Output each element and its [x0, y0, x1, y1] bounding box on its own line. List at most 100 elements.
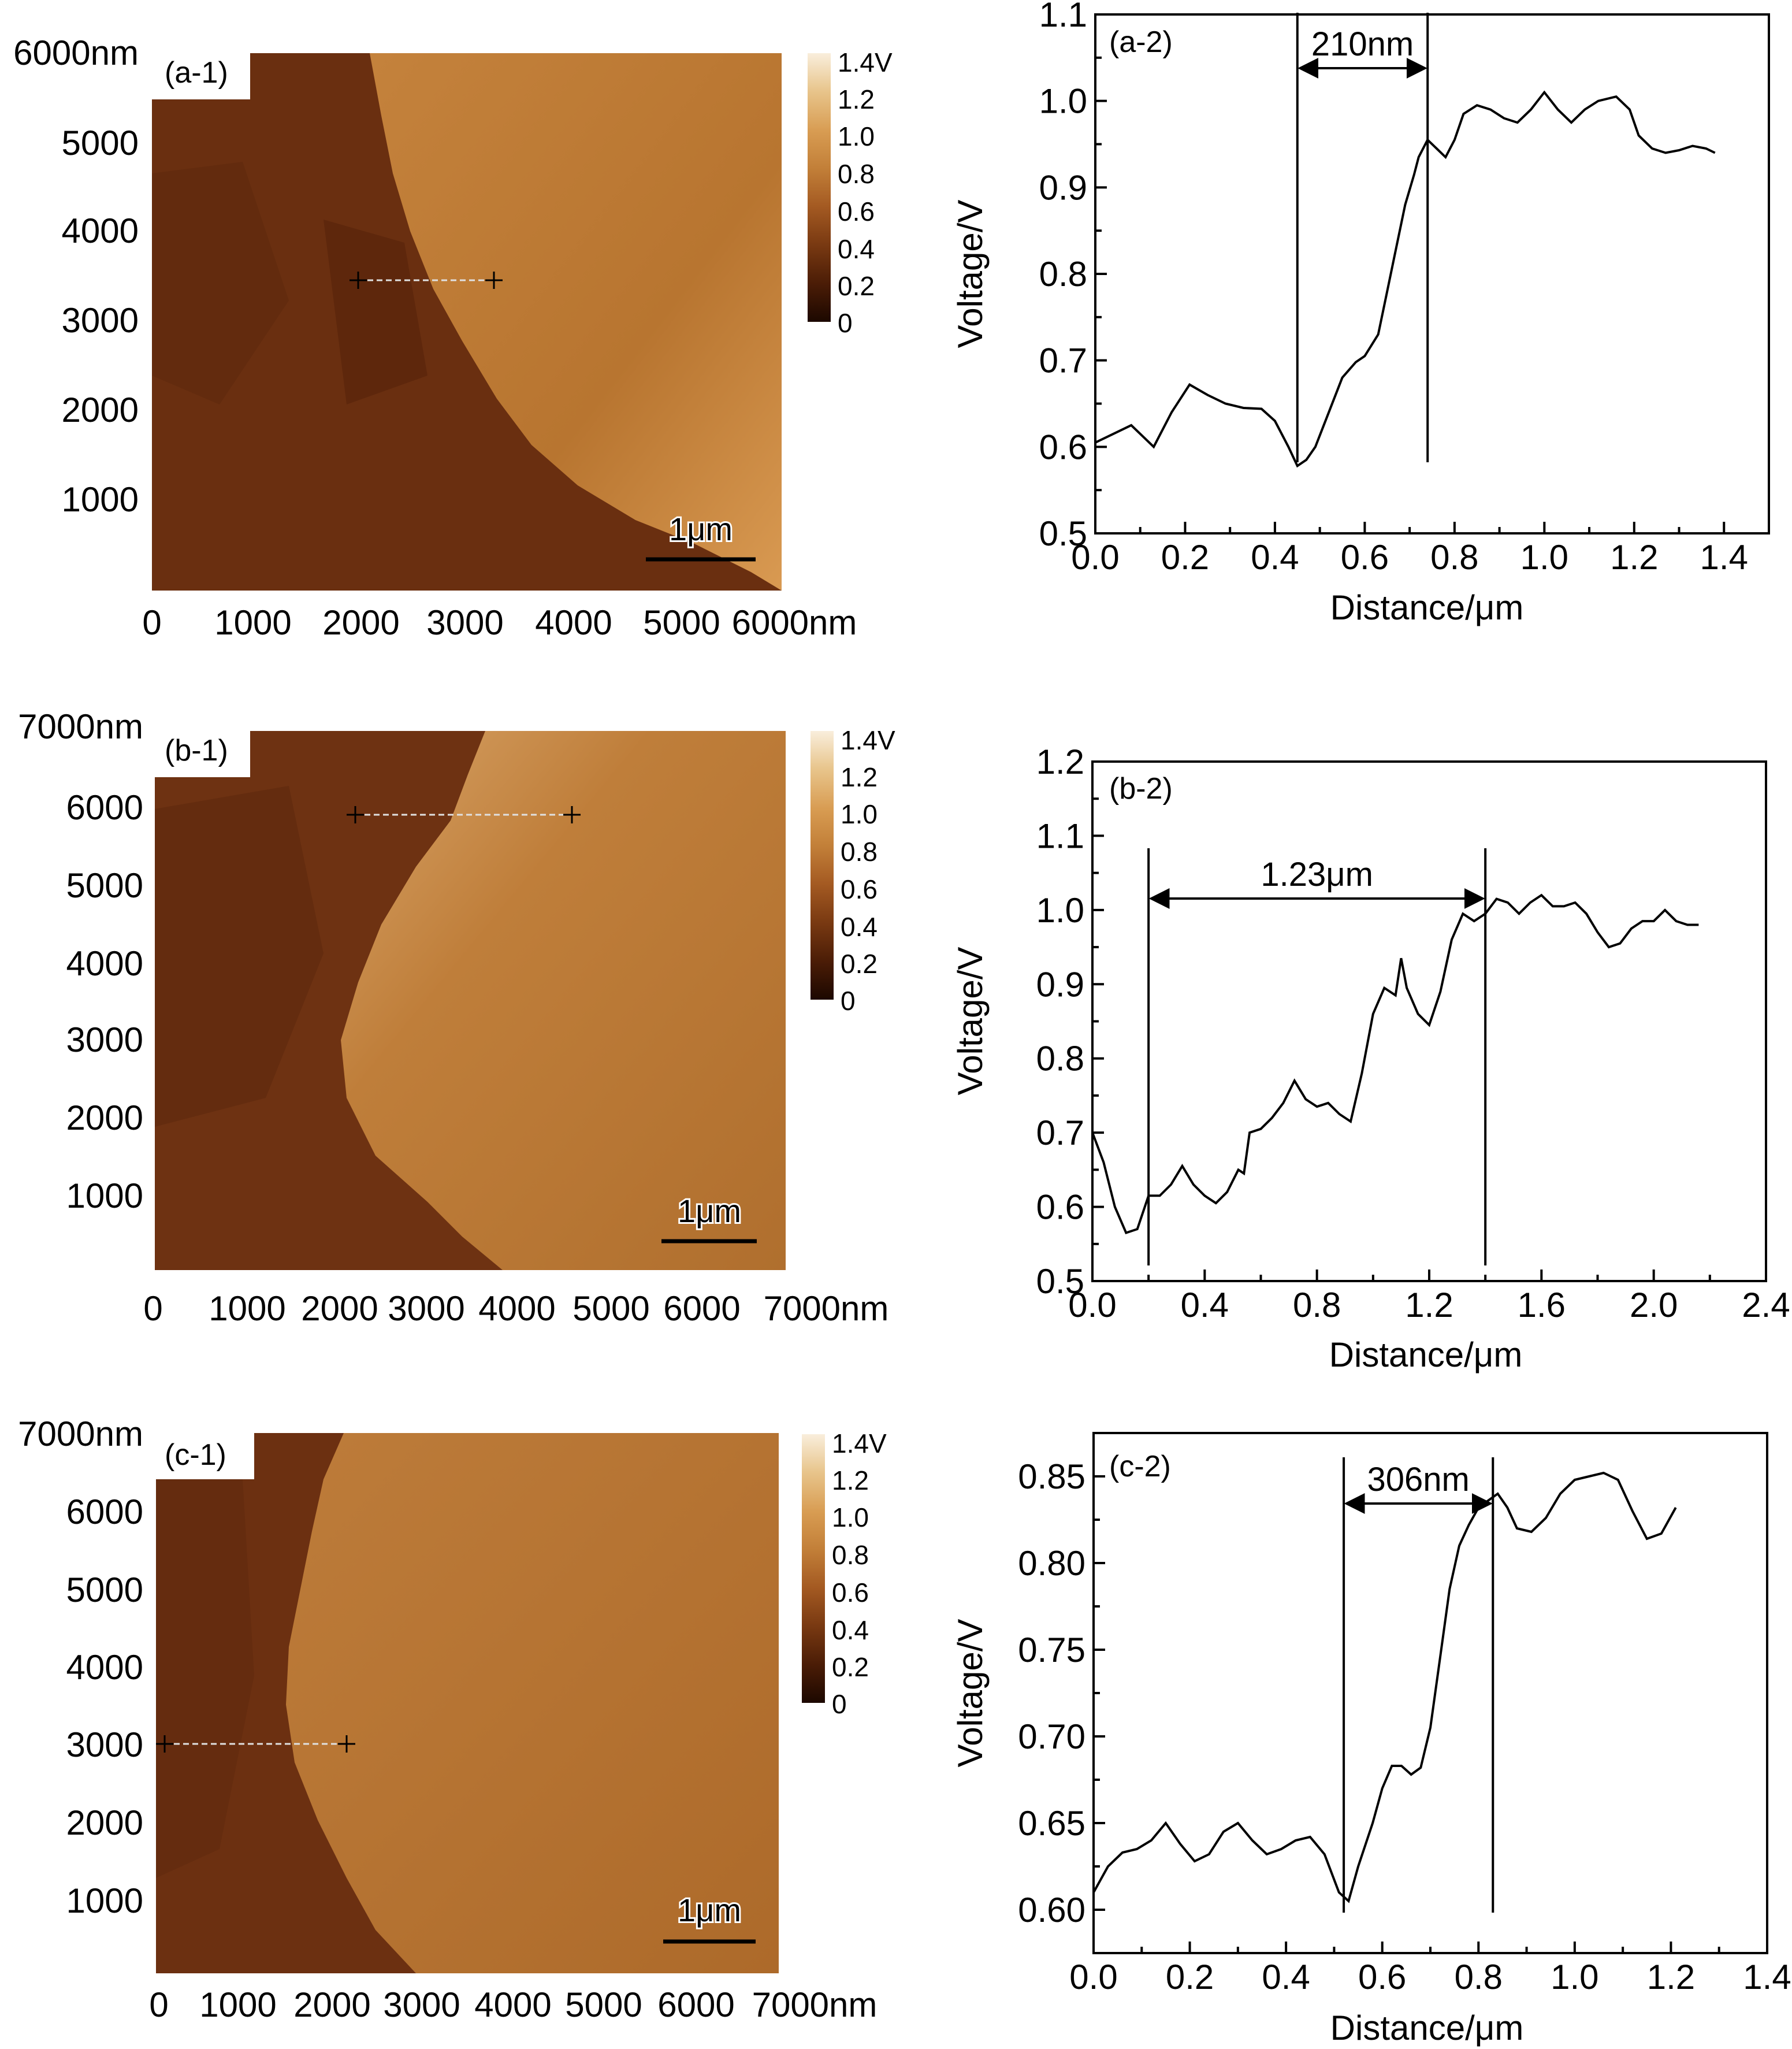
colorbar-tick: 0.2: [841, 949, 878, 979]
x-tick: 2000: [301, 1289, 378, 1328]
x-tick: 5000: [572, 1289, 649, 1328]
colorbar-tick: 1.4V: [841, 725, 895, 755]
y-tick: 0.70: [1018, 1717, 1085, 1756]
x-axis-label-a2: Distance/μm: [1330, 588, 1524, 627]
line-chart-a2: (a-2) 210nm 0.0 0.2 0.4 0.6 0.8 1.0 1.2 …: [951, 0, 1770, 627]
x-tick: 6000: [657, 1985, 734, 2024]
y-tick: 1.2: [1036, 743, 1084, 781]
panel-label-a1: (a-1): [165, 56, 228, 90]
y-tick: 4000: [62, 211, 139, 250]
series-line-b2: [1091, 893, 1699, 1234]
y-tick: 1000: [62, 480, 139, 519]
afm-panel-c1: (c-1) 1μm 1μm 0 1000 2000 3000 4000 5000…: [18, 1415, 887, 2024]
x-tick: 0.0: [1068, 1286, 1116, 1324]
colorbar-tick: 0.8: [841, 837, 878, 867]
y-tick: 0.7: [1036, 1113, 1084, 1152]
scale-bar-c1: 1μm 1μm: [663, 1890, 756, 1944]
colorbar-tick: 0.4: [838, 234, 875, 264]
y-tick: 6000: [66, 788, 143, 827]
colorbar-tick: 0: [841, 986, 856, 1016]
x-tick: 1.4: [1743, 1958, 1791, 1996]
y-tick: 0.60: [1018, 1891, 1085, 1929]
x-tick: 3000: [388, 1289, 464, 1328]
y-tick: 0.7: [1039, 342, 1087, 380]
y-tick: 0.5: [1039, 514, 1087, 553]
axis-ticks-c2: [1092, 1475, 1768, 1953]
colorbar-tick: 0.8: [832, 1540, 869, 1570]
profile-line-b1: [347, 806, 581, 823]
colorbar-c1: 1.4V 1.2 1.0 0.8 0.6 0.4 0.2 0: [802, 1428, 887, 1719]
y-axis-label-c2: Voltage/V: [951, 1619, 990, 1768]
y-tick: 0.9: [1039, 168, 1087, 207]
x-ticklabels-c2: 0.0 0.2 0.4 0.6 0.8 1.0 1.2 1.4: [1069, 1958, 1791, 1996]
panel-label-c2: (c-2): [1109, 1450, 1171, 1483]
colorbar-tick: 0.4: [832, 1615, 869, 1645]
markers-c2: [1343, 1457, 1494, 1913]
y-ticklabels-c2: 0.60 0.65 0.70 0.75 0.80 0.85: [1018, 1457, 1085, 1929]
x-tick: 1000: [214, 603, 291, 642]
panel-label-b2: (b-2): [1109, 772, 1173, 806]
y-tick: 0.6: [1039, 428, 1087, 466]
colorbar-tick: 0.6: [841, 874, 878, 904]
y-tick: 5000: [66, 1571, 143, 1609]
y-tick: 0.65: [1018, 1804, 1085, 1843]
x-tick: 0.6: [1341, 538, 1389, 577]
x-tick: 0.8: [1293, 1286, 1341, 1324]
x-tick: 0: [149, 1985, 168, 2024]
y-tick: 0.8: [1036, 1040, 1084, 1078]
profile-line-c1: [156, 1735, 355, 1753]
x-ticks-c1: 0 1000 2000 3000 4000 5000 6000 7000nm: [149, 1985, 877, 2024]
colorbar-tick: 0.8: [838, 159, 875, 189]
x-axis-label-c2: Distance/μm: [1330, 2009, 1524, 2047]
y-axis-label-b2: Voltage/V: [951, 947, 990, 1096]
x-tick: 6000: [663, 1289, 740, 1328]
y-tick: 0.9: [1036, 965, 1084, 1004]
x-tick: 3000: [426, 603, 503, 642]
markers-b2: [1147, 848, 1487, 1265]
scale-bar-label-a1-halo: 1μm: [669, 511, 733, 547]
y-tick: 2000: [66, 1098, 143, 1137]
scale-bar-label-b1-halo: 1μm: [678, 1193, 741, 1229]
colorbar-tick: 0: [838, 308, 853, 338]
y-ticks-c1: 1000 2000 3000 4000 5000 6000 7000nm: [18, 1415, 143, 1920]
y-tick: 0.5: [1036, 1262, 1084, 1301]
y-tick: 0.80: [1018, 1544, 1085, 1583]
y-tick: 1.0: [1039, 82, 1087, 121]
colorbar-tick: 1.0: [832, 1502, 869, 1532]
colorbar-tick: 1.0: [841, 799, 878, 829]
x-tick: 1.0: [1551, 1958, 1598, 1996]
annotation-b2: 1.23μm: [1261, 856, 1373, 893]
markers-a2: [1296, 13, 1429, 462]
x-tick: 5000: [643, 603, 720, 642]
axis-ticks-a2: [1094, 13, 1726, 534]
scale-bar-a1: 1μm 1μm: [646, 509, 756, 562]
colorbar-tick: 1.2: [841, 762, 878, 792]
y-tick: 0.85: [1018, 1457, 1085, 1496]
afm-image-c1: (c-1) 1μm 1μm: [156, 1433, 779, 1973]
y-tick: 7000nm: [18, 1415, 143, 1453]
x-tick: 7000nm: [764, 1289, 889, 1328]
x-tick: 0.6: [1358, 1958, 1406, 1996]
x-tick: 0.4: [1251, 538, 1299, 577]
x-tick: 0: [143, 1289, 162, 1328]
colorbar-tick: 1.4V: [832, 1428, 887, 1458]
x-ticks-b1: 0 1000 2000 3000 4000 5000 6000 7000nm: [143, 1289, 888, 1328]
y-tick: 2000: [66, 1803, 143, 1842]
y-ticklabels-a2: 0.5 0.6 0.7 0.8 0.9 1.0 1.1: [1039, 0, 1087, 553]
x-tick: 0.0: [1071, 538, 1119, 577]
x-tick: 1.2: [1405, 1286, 1453, 1324]
x-tick: 0.4: [1262, 1958, 1310, 1996]
colorbar-tick: 0.6: [838, 196, 875, 227]
colorbar-tick: 0.2: [832, 1652, 869, 1682]
panel-label-a2: (a-2): [1109, 25, 1173, 59]
y-tick: 5000: [66, 866, 143, 905]
axis-ticks-b2: [1091, 760, 1767, 1282]
scale-bar-b1: 1μm 1μm: [661, 1191, 757, 1243]
panel-label-b1: (b-1): [165, 734, 228, 767]
x-tick: 4000: [478, 1289, 555, 1328]
x-tick: 1.4: [1700, 538, 1748, 577]
colorbar-tick: 1.0: [838, 121, 875, 151]
y-tick: 6000nm: [13, 34, 139, 72]
x-tick: 0.2: [1161, 538, 1209, 577]
